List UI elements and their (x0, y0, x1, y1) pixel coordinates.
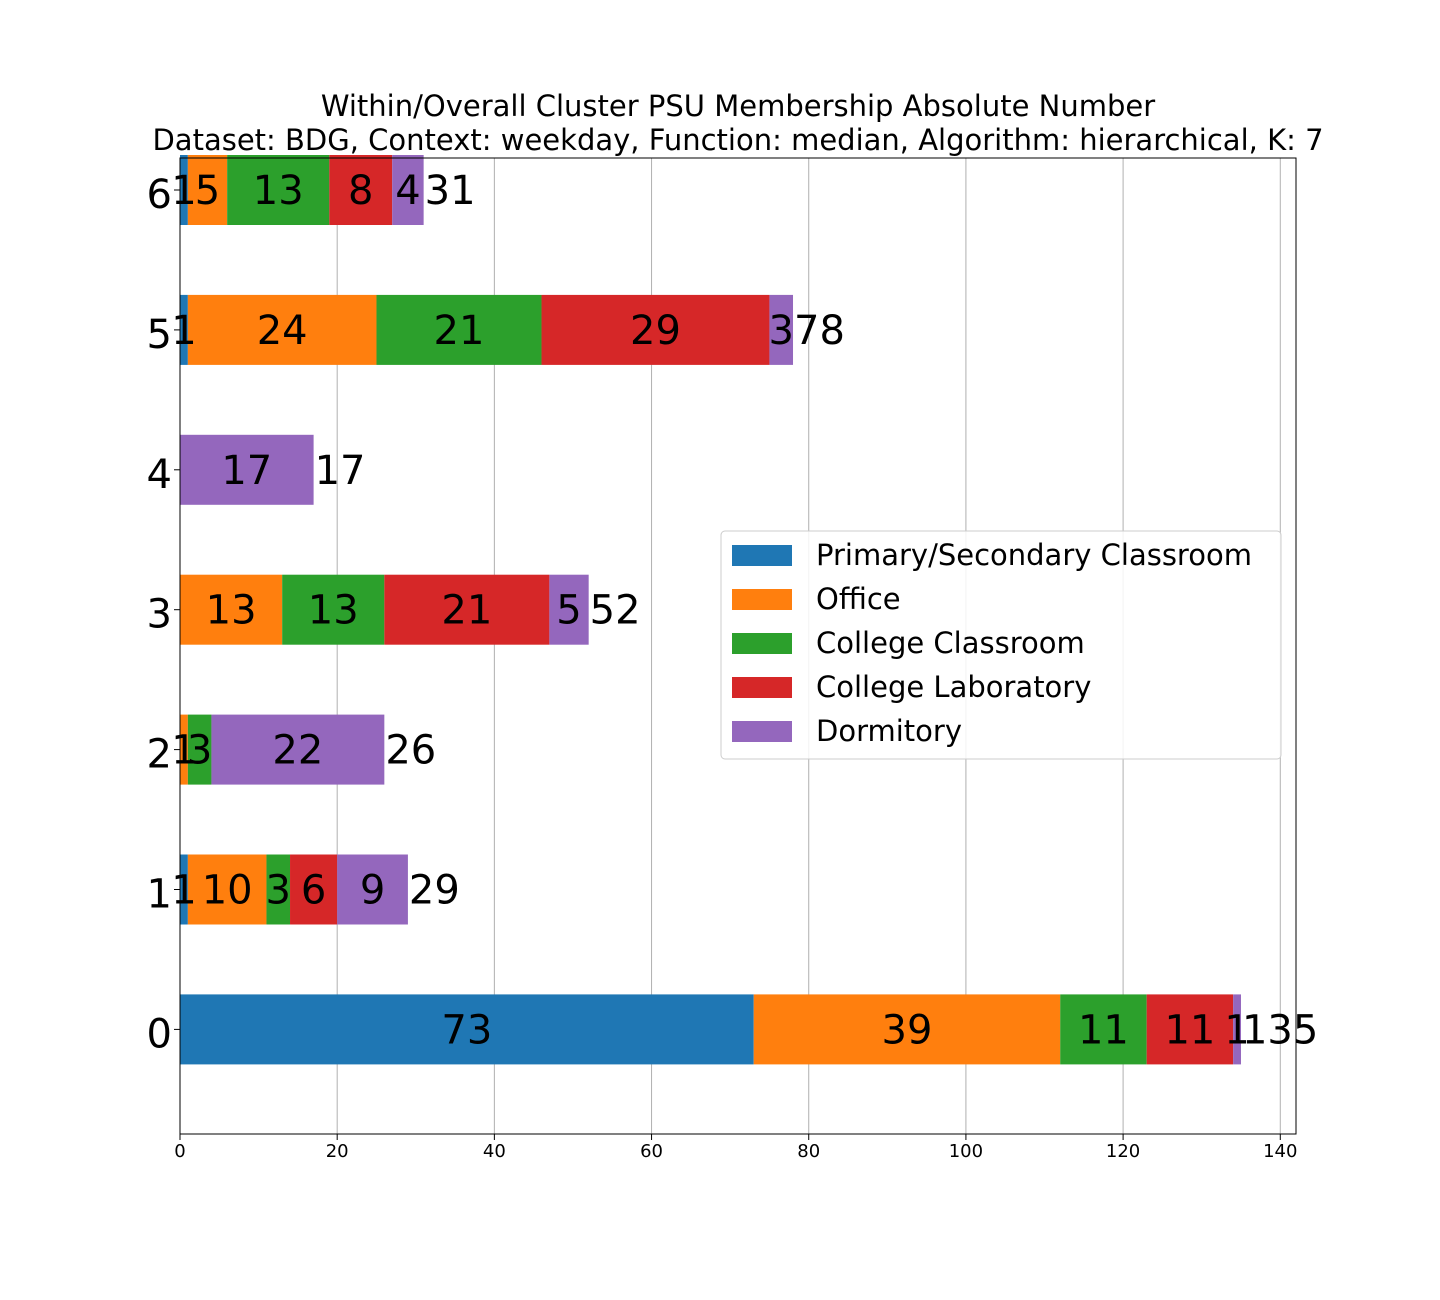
legend-swatch (732, 633, 792, 654)
bar-segment (266, 854, 291, 925)
bar-segment (1233, 994, 1241, 1065)
bar-segment (1146, 994, 1234, 1065)
segment-value-label: 5 (195, 168, 220, 214)
bar-segment (180, 155, 188, 225)
legend-label: Dormitory (816, 714, 962, 748)
segment-value-label: 22 (272, 728, 323, 774)
total-value-label: 31 (425, 168, 476, 214)
segment-value-label: 3 (187, 728, 212, 774)
segment-value-label: 1 (171, 168, 196, 214)
y-tick-label: 0 (147, 1011, 172, 1057)
bar-segment (541, 294, 770, 365)
bar-segment (187, 294, 377, 365)
x-tick-label: 20 (326, 1141, 349, 1162)
chart-title: Within/Overall Cluster PSU Membership Ab… (321, 89, 1155, 123)
bar-segment (227, 155, 330, 225)
segment-value-label: 1 (171, 308, 196, 354)
total-value-label: 26 (385, 728, 436, 774)
legend-label: College Classroom (816, 626, 1085, 660)
bar-segment (187, 155, 228, 225)
bar-segment (180, 294, 188, 365)
x-tick-label: 140 (1263, 1141, 1297, 1162)
bar-segment (549, 574, 589, 645)
segment-value-label: 21 (434, 308, 485, 354)
bar-segment (769, 294, 794, 365)
bar-segment (1060, 994, 1147, 1065)
x-tick-label: 80 (797, 1141, 820, 1162)
segment-value-label: 3 (266, 868, 291, 914)
y-tick-label: 6 (147, 172, 172, 218)
bar-segment (180, 854, 188, 925)
segment-value-label: 9 (360, 868, 385, 914)
segment-value-label: 11 (1078, 1007, 1129, 1053)
segment-value-label: 13 (253, 168, 304, 214)
bar-segment (187, 854, 267, 925)
segment-value-label: 1 (1224, 1007, 1249, 1053)
segment-value-label: 6 (301, 868, 326, 914)
legend-swatch (732, 545, 792, 566)
plot-frame (179, 157, 1297, 1135)
segment-value-label: 13 (308, 588, 359, 634)
segment-value-label: 8 (348, 168, 373, 214)
total-value-label: 135 (1242, 1007, 1318, 1053)
bar-segment (337, 854, 408, 925)
bar-segment (180, 714, 188, 785)
bars-layer (180, 155, 1241, 1065)
legend-swatch (732, 721, 792, 742)
segment-value-label: 13 (206, 588, 257, 634)
y-tick-label: 3 (147, 592, 172, 638)
segment-value-label: 10 (202, 868, 253, 914)
bar-segment (187, 714, 212, 785)
segment-value-label: 39 (882, 1007, 933, 1053)
legend-label: Office (816, 582, 901, 616)
legend-box (720, 530, 1282, 760)
bar-segment (329, 155, 393, 225)
bar-segment (180, 994, 754, 1065)
segment-value-label: 17 (221, 448, 272, 494)
y-tick-label: 2 (147, 732, 172, 778)
segment-value-label: 11 (1164, 1007, 1215, 1053)
bar-segment (290, 854, 338, 925)
total-value-label: 17 (315, 448, 366, 494)
segment-value-label: 1 (171, 868, 196, 914)
segment-value-label: 73 (441, 1007, 492, 1053)
y-tick-label: 4 (147, 452, 172, 498)
y-tick-label: 5 (147, 312, 172, 358)
segment-value-label: 5 (556, 588, 581, 634)
y-tick-label: 1 (147, 872, 172, 918)
legend-label: College Laboratory (816, 670, 1091, 704)
bar-segment (211, 714, 385, 785)
bar-segment (180, 434, 314, 505)
segment-value-label: 4 (395, 168, 420, 214)
segment-value-label: 3 (768, 308, 793, 354)
x-tick-label: 60 (640, 1141, 663, 1162)
bar-segment (384, 574, 550, 645)
bar-segment (392, 155, 424, 225)
x-tick-label: 100 (949, 1141, 983, 1162)
bar-segment (376, 294, 542, 365)
segment-value-label: 29 (630, 308, 681, 354)
chart-subtitle: Dataset: BDG, Context: weekday, Function… (152, 123, 1323, 157)
legend-swatch (732, 589, 792, 610)
segment-value-label: 21 (441, 588, 492, 634)
total-value-label: 29 (409, 868, 460, 914)
segment-value-label: 1 (171, 728, 196, 774)
x-tick-label: 40 (483, 1141, 506, 1162)
bar-segment (753, 994, 1061, 1065)
legend-swatch (732, 677, 792, 698)
bar-segment (282, 574, 385, 645)
x-tick-label: 0 (174, 1141, 185, 1162)
segment-value-label: 24 (257, 308, 308, 354)
legend-label: Primary/Secondary Classroom (816, 538, 1252, 572)
total-value-label: 52 (590, 588, 641, 634)
total-value-label: 78 (794, 308, 845, 354)
legend: Primary/Secondary Classroom Office College… (720, 530, 1282, 760)
x-tick-label: 120 (1106, 1141, 1140, 1162)
bar-segment (180, 574, 283, 645)
